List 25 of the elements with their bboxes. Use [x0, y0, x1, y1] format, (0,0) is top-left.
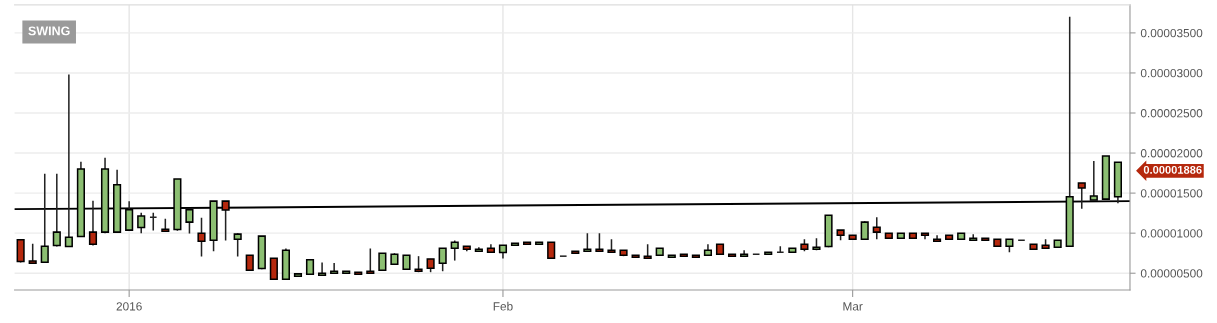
candlestick [28, 243, 37, 264]
y-tick-label: 0.00002500 [1140, 109, 1203, 118]
candlestick [137, 212, 146, 234]
y-tick-label: 0.00003500 [1140, 28, 1203, 38]
candlestick [872, 216, 881, 240]
x-tick-label: Mar [843, 302, 863, 311]
candlestick [16, 239, 25, 264]
candlestick [318, 261, 327, 276]
x-tick-label: Feb [493, 301, 513, 311]
annotation: 0.00001886 [1143, 165, 1202, 174]
y-tick-label: 0.00001000 [1140, 229, 1203, 238]
y-tick-label: 0.00000500 [1140, 269, 1203, 278]
y-tick-label: 0.00001500 [1140, 189, 1203, 198]
candlestick [595, 232, 604, 252]
y-tick-label: 0.00002000 [1140, 149, 1203, 158]
candlestick [366, 247, 375, 274]
annotation: SWING [28, 26, 70, 36]
x-tick-label: 2016 [116, 302, 142, 311]
candlestick [269, 257, 278, 281]
y-tick-label: 0.00003000 [1140, 68, 1203, 78]
candlestick [233, 232, 242, 258]
candlestick [197, 217, 206, 258]
candlestick [583, 232, 592, 252]
candlestick [860, 220, 869, 240]
candlestick [438, 247, 447, 272]
